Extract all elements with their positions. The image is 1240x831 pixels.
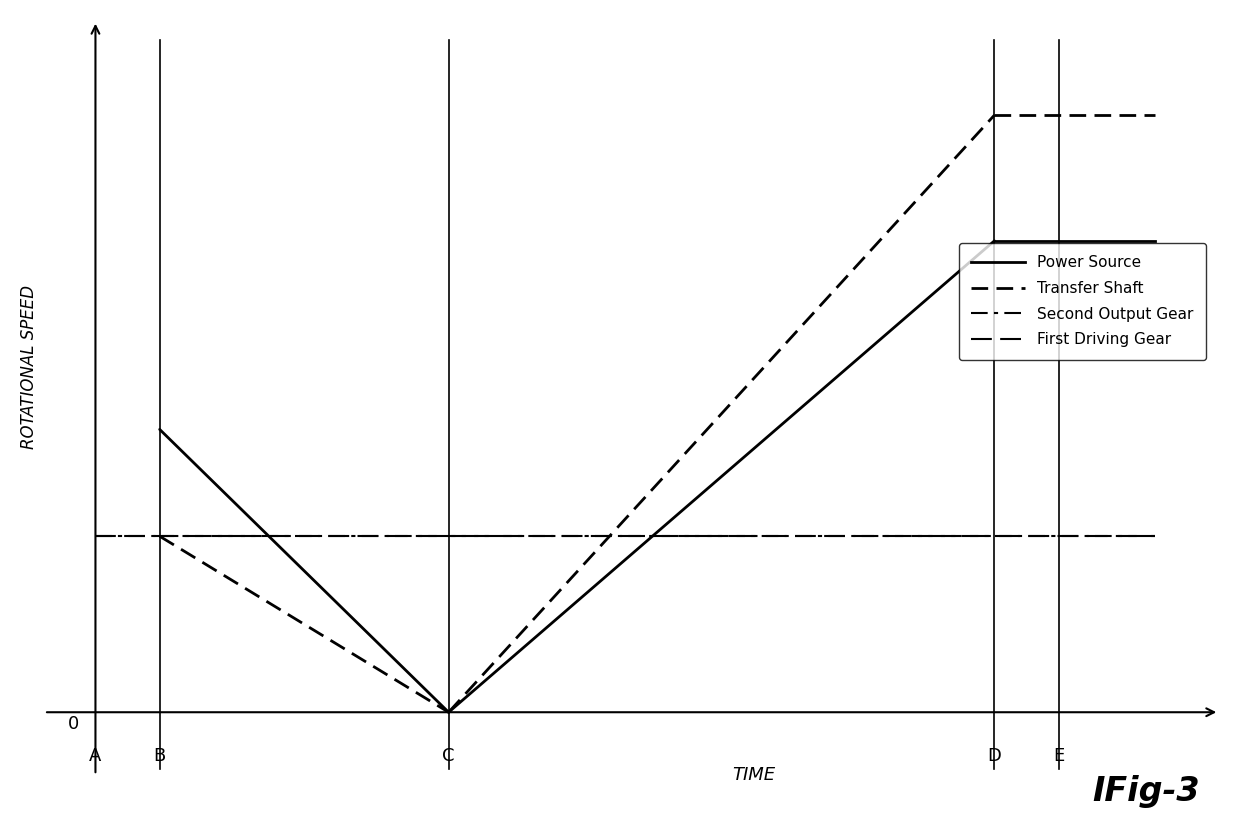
Text: E: E xyxy=(1053,747,1064,765)
Text: 0: 0 xyxy=(68,715,79,734)
Text: ROTATIONAL SPEED: ROTATIONAL SPEED xyxy=(20,284,37,449)
Text: C: C xyxy=(443,747,455,765)
Text: IFig-3: IFig-3 xyxy=(1092,775,1200,808)
Text: A: A xyxy=(89,747,102,765)
Text: TIME: TIME xyxy=(732,765,775,784)
Legend: Power Source, Transfer Shaft, Second Output Gear, First Driving Gear: Power Source, Transfer Shaft, Second Out… xyxy=(959,243,1205,360)
Text: B: B xyxy=(154,747,166,765)
Text: D: D xyxy=(987,747,1002,765)
